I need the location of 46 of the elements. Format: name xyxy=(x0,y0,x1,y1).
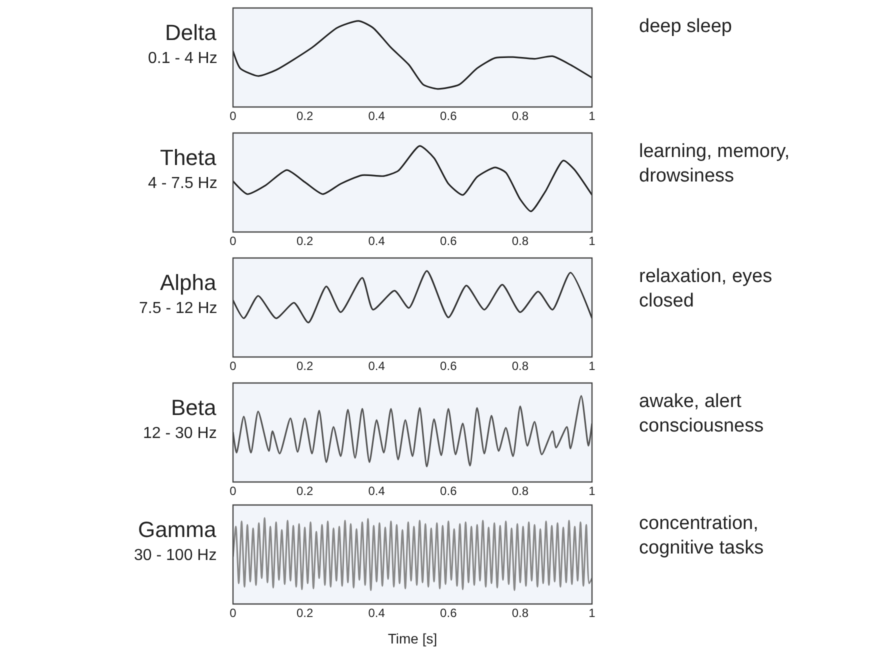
x-tick-label: 0.6 xyxy=(440,606,458,620)
x-tick-label: 0.8 xyxy=(512,234,529,248)
text: 30 - 100 Hz xyxy=(134,547,217,564)
x-tick-label: 0.6 xyxy=(440,484,458,498)
x-tick-label: 0.2 xyxy=(296,234,314,248)
x-tick-label: 0.4 xyxy=(368,359,386,373)
text: relaxation, eyes closed xyxy=(639,266,772,312)
x-tick-label: 0.4 xyxy=(368,484,386,498)
x-tick-label: 1 xyxy=(588,484,596,498)
x-tick-label: 1 xyxy=(588,606,596,620)
x-tick-label: 0.4 xyxy=(368,109,386,123)
x-tick-label: 0.8 xyxy=(512,359,529,373)
x-tick-label: 0.8 xyxy=(512,606,529,620)
x-tick-label: 1 xyxy=(588,109,596,123)
chart-title: Theta xyxy=(160,145,218,170)
x-tick-label: 0.6 xyxy=(440,234,458,248)
x-tick-label: 0 xyxy=(230,109,237,123)
x-tick-label: 0.2 xyxy=(296,109,314,123)
x-tick-label: 0.4 xyxy=(368,606,386,620)
x-tick-label: 0.4 xyxy=(368,234,386,248)
text: learning, memory, drowsiness xyxy=(639,141,790,187)
x-tick-label: 0.8 xyxy=(512,484,529,498)
text: deep sleep xyxy=(639,16,732,37)
text: 12 - 30 Hz xyxy=(143,425,217,442)
x-tick-label: 0.2 xyxy=(296,484,314,498)
x-tick-label: 1 xyxy=(588,359,596,373)
x-tick-label: 0 xyxy=(230,484,237,498)
chart-title: Beta xyxy=(171,395,218,420)
text: 0.1 - 4 Hz xyxy=(148,50,218,67)
x-axis-title: Time [s] xyxy=(388,630,438,646)
text: concentration, cognitive tasks xyxy=(639,513,764,559)
text: awake, alert consciousness xyxy=(639,391,764,437)
x-tick-label: 0 xyxy=(230,359,237,373)
x-tick-label: 0 xyxy=(230,234,237,248)
x-tick-label: 0.2 xyxy=(296,606,314,620)
chart-title: Alpha xyxy=(160,270,218,295)
x-tick-label: 1 xyxy=(588,234,596,248)
chart-title: Gamma xyxy=(138,517,217,542)
chart-title: Delta xyxy=(165,20,218,45)
text: 7.5 - 12 Hz xyxy=(139,300,218,317)
x-tick-label: 0.6 xyxy=(440,109,458,123)
x-tick-label: 0.8 xyxy=(512,109,529,123)
x-tick-label: 0.6 xyxy=(440,359,458,373)
text: 4 - 7.5 Hz xyxy=(148,175,218,192)
x-tick-label: 0.2 xyxy=(296,359,314,373)
x-tick-label: 0 xyxy=(230,606,237,620)
